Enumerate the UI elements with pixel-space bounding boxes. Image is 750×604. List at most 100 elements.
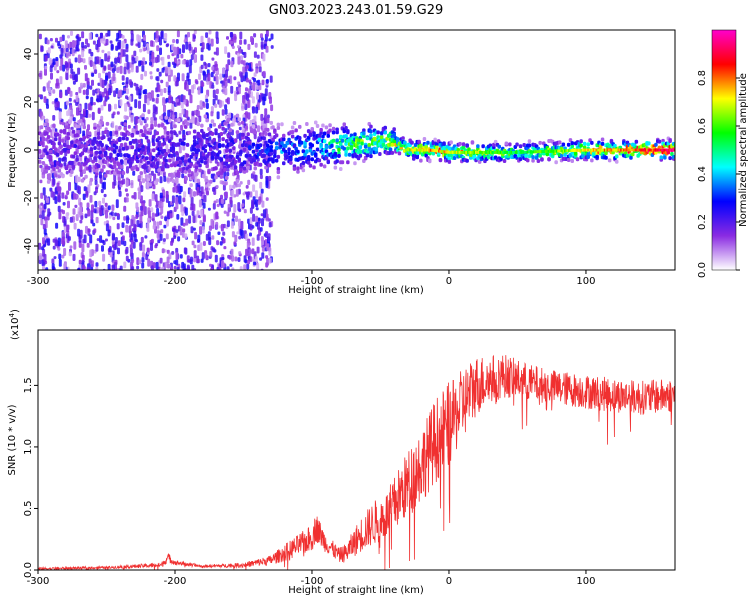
heatmap-cell — [72, 117, 76, 122]
colorbar: 0.00.20.40.60.8 Normalized spectral ampl… — [697, 29, 749, 278]
snr-y-tick-label: 0.5 — [23, 501, 34, 517]
heatmap-cell — [199, 100, 203, 108]
snr-y-tick-label: 1.0 — [23, 439, 34, 455]
heatmap-cell — [294, 128, 298, 133]
heatmap-cell — [48, 57, 52, 65]
heatmap-cell — [264, 131, 268, 136]
heatmap-cell — [98, 200, 102, 206]
heatmap-cell — [435, 149, 438, 153]
heatmap-cell — [132, 165, 136, 170]
heatmap-cell — [473, 150, 476, 154]
heatmap-cell — [260, 37, 264, 41]
heatmap-cell — [658, 148, 661, 152]
heatmap-cell — [282, 161, 286, 166]
heatmap-cell — [39, 125, 44, 130]
heatmap-cell — [621, 148, 624, 152]
heatmap-cell — [105, 223, 109, 232]
heatmap-cell — [75, 157, 79, 162]
heatmap-cell — [326, 133, 330, 138]
heatmap-cell — [193, 110, 197, 115]
heatmap-cell — [344, 141, 348, 146]
heatmap-cell — [191, 110, 195, 116]
heatmap-cell — [290, 134, 295, 139]
heatmap-cell — [38, 159, 42, 164]
heatmap-cell — [146, 130, 151, 135]
heatmap-cell — [492, 150, 495, 154]
heatmap-cell — [81, 31, 85, 39]
heatmap-cell — [261, 200, 265, 208]
heatmap-cell — [78, 234, 82, 243]
heatmap-cell — [61, 192, 65, 199]
heatmap-cell — [189, 59, 193, 66]
heatmap-cell — [253, 174, 257, 181]
heatmap-cell — [84, 213, 88, 219]
heatmap-cell — [217, 134, 221, 143]
heatmap-cell — [107, 71, 111, 79]
heatmap-cell — [622, 148, 625, 152]
heatmap-cell — [251, 119, 256, 124]
heatmap-cell — [87, 228, 91, 233]
heatmap-cell — [294, 146, 298, 151]
heatmap-cell — [255, 215, 259, 223]
heatmap-cell — [171, 195, 175, 204]
heatmap-cell — [112, 160, 117, 165]
heatmap-cell — [657, 148, 660, 152]
heatmap-cell — [646, 148, 649, 152]
heatmap-cell — [53, 65, 57, 71]
heatmap-cell — [193, 244, 197, 249]
heatmap-cell — [580, 148, 583, 152]
heatmap-cell — [244, 125, 249, 130]
heatmap-cell — [75, 44, 79, 52]
heatmap-cell — [201, 82, 205, 87]
heatmap-cell — [253, 33, 257, 38]
heatmap-cell — [62, 64, 66, 72]
heatmap-cell — [189, 162, 193, 167]
heatmap-cell — [239, 167, 243, 172]
heatmap-cell — [39, 214, 42, 219]
heatmap-cell — [121, 171, 126, 175]
heatmap-cell — [214, 103, 218, 108]
heatmap-cell — [181, 108, 185, 115]
heatmap-cell — [217, 231, 221, 235]
heatmap-cell — [246, 165, 250, 170]
heatmap-cell — [94, 200, 98, 208]
spectrogram-x-tick-label: 0 — [446, 276, 452, 287]
heatmap-cell — [98, 91, 102, 96]
heatmap-cell — [113, 180, 117, 186]
heatmap-cell — [136, 265, 140, 270]
heatmap-cell — [146, 92, 150, 100]
heatmap-cell — [177, 183, 181, 193]
heatmap-cell — [47, 80, 51, 84]
heatmap-cell — [155, 30, 159, 40]
heatmap-cell — [125, 255, 129, 262]
heatmap-cell — [562, 149, 565, 153]
heatmap-cell — [257, 217, 261, 222]
heatmap-cell — [207, 37, 211, 45]
heatmap-cell — [101, 79, 105, 89]
heatmap-cell — [265, 79, 269, 84]
heatmap-cell — [139, 158, 143, 164]
heatmap-cell — [103, 100, 107, 107]
heatmap-cell — [225, 148, 229, 153]
heatmap-cell — [449, 140, 453, 145]
heatmap-cell — [533, 150, 536, 154]
heatmap-cell — [237, 183, 241, 188]
heatmap-cell — [189, 121, 193, 129]
heatmap-cell — [458, 141, 462, 146]
heatmap-cell — [238, 84, 242, 88]
heatmap-cell — [112, 73, 116, 82]
heatmap-cell — [201, 252, 205, 260]
heatmap-cell — [376, 130, 380, 135]
heatmap-cell — [365, 136, 370, 141]
spectrogram-x-tick-label: -200 — [164, 276, 187, 287]
heatmap-cell — [66, 149, 70, 154]
heatmap-cell — [470, 150, 473, 154]
heatmap-cell — [142, 89, 146, 95]
heatmap-cell — [165, 81, 169, 88]
heatmap-cell — [243, 51, 247, 58]
heatmap-cell — [314, 152, 318, 157]
heatmap-cell — [244, 259, 248, 264]
heatmap-cell — [59, 76, 63, 85]
heatmap-cell — [39, 179, 43, 184]
heatmap-cell — [211, 84, 215, 89]
